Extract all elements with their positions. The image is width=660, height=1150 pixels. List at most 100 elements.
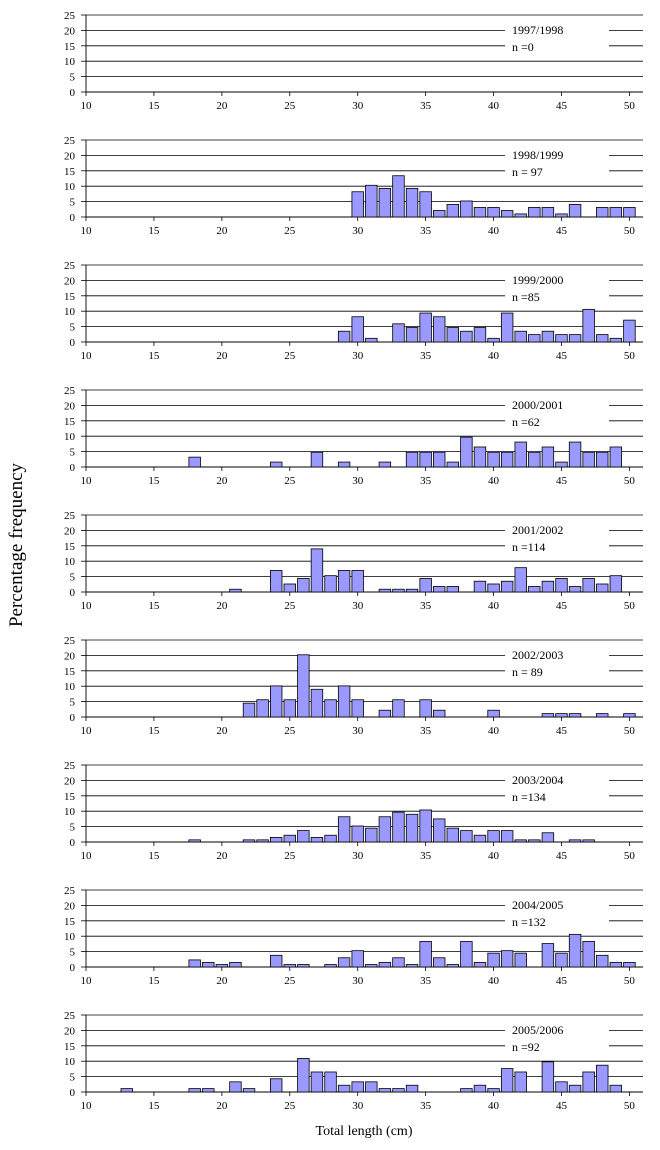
histogram-bar <box>568 441 582 468</box>
y-tick-label: 20 <box>64 900 76 912</box>
histogram-bar <box>215 964 229 968</box>
histogram-bar <box>310 1071 324 1093</box>
y-tick-label: 20 <box>64 150 76 162</box>
histogram-bar <box>500 830 514 843</box>
x-tick-label: 25 <box>284 225 296 237</box>
x-tick-label: 20 <box>216 100 228 112</box>
histogram-bar <box>351 699 364 718</box>
histogram-panel: 0 5 10 15 20 25 10 15 20 25 30 35 40 45 50 2000/2001 n =… <box>64 385 643 487</box>
x-tick-label: 45 <box>556 725 568 737</box>
histogram-bar <box>337 816 351 843</box>
histogram-bar <box>188 456 201 468</box>
histogram-bar <box>242 1088 256 1093</box>
histogram-bar <box>337 570 351 593</box>
histogram-bar <box>337 461 351 468</box>
x-tick-label: 25 <box>284 975 296 987</box>
histogram-bar <box>555 578 568 593</box>
histogram-bar <box>500 580 514 593</box>
histogram-bar <box>433 210 446 218</box>
histogram-bar <box>378 461 392 468</box>
sample-size-label: n =132 <box>512 915 546 929</box>
y-tick-label: 20 <box>64 1025 76 1037</box>
histogram-bar <box>270 570 283 593</box>
histogram-bar <box>514 441 527 468</box>
histogram-bar <box>460 1088 473 1093</box>
histogram-bar <box>310 548 324 593</box>
x-tick-label: 15 <box>148 600 160 612</box>
histogram-bar <box>541 207 555 218</box>
y-tick-label: 15 <box>64 166 76 178</box>
histogram-bar <box>283 699 296 718</box>
histogram-panel: 0 5 10 15 20 25 10 15 20 25 30 35 40 45 50 1998/1999 n =… <box>64 135 643 237</box>
legend-box <box>505 21 609 55</box>
y-tick-label: 25 <box>64 385 76 397</box>
histogram-bar <box>460 941 473 968</box>
x-tick-label: 45 <box>556 475 568 487</box>
histogram-bar <box>365 184 378 218</box>
histogram-bar <box>229 588 242 593</box>
x-tick-label: 45 <box>556 1100 568 1112</box>
x-tick-label: 25 <box>284 725 296 737</box>
sample-size-label: n =0 <box>512 40 534 54</box>
x-tick-label: 25 <box>284 600 296 612</box>
histogram-bar <box>419 699 432 718</box>
x-tick-label: 50 <box>624 725 636 737</box>
legend-box <box>505 271 609 305</box>
y-tick-label: 15 <box>64 291 76 303</box>
panel-title: 1999/2000 <box>512 273 563 287</box>
histogram-panel: 0 5 10 15 20 25 10 15 20 25 30 35 40 45 50 1999/2000 n =… <box>64 260 643 362</box>
histogram-bar <box>446 461 459 468</box>
y-tick-label: 15 <box>64 416 76 428</box>
x-tick-label: 40 <box>488 100 500 112</box>
panel-title: 2003/2004 <box>512 773 563 787</box>
x-tick-label: 40 <box>488 1100 500 1112</box>
histogram-bar <box>310 688 324 718</box>
histogram-bar <box>446 203 459 218</box>
histogram-bar <box>514 1071 527 1093</box>
histogram-bar <box>378 588 392 593</box>
y-tick-label: 10 <box>64 556 76 568</box>
histogram-bar <box>473 1084 487 1093</box>
histogram-bar <box>419 191 432 218</box>
histogram-bar <box>337 957 351 968</box>
histogram-bar <box>487 337 500 343</box>
x-tick-label: 45 <box>556 100 568 112</box>
x-tick-label: 35 <box>420 1100 432 1112</box>
y-tick-label: 20 <box>64 25 76 37</box>
x-tick-label: 35 <box>420 225 432 237</box>
histogram-bar <box>337 330 351 343</box>
histogram-bar <box>405 964 419 968</box>
y-tick-label: 5 <box>70 1072 76 1084</box>
histogram-bar <box>297 1058 310 1093</box>
y-tick-label: 10 <box>64 56 76 68</box>
histogram-bar <box>324 834 337 843</box>
histogram-bar <box>324 1071 337 1093</box>
sample-size-label: n =114 <box>512 540 545 554</box>
histogram-bar <box>392 1088 405 1093</box>
x-tick-label: 50 <box>624 225 636 237</box>
histogram-bar <box>473 207 487 218</box>
histogram-bar <box>256 839 269 843</box>
histogram-bar <box>365 337 378 343</box>
histogram-bar <box>473 961 487 968</box>
histogram-bar <box>500 451 514 468</box>
x-tick-label: 15 <box>148 350 160 362</box>
histogram-bar <box>351 316 364 343</box>
histogram-bar <box>351 1081 364 1093</box>
x-tick-label: 45 <box>556 225 568 237</box>
histogram-bar <box>528 451 541 468</box>
histogram-bar <box>555 334 568 343</box>
x-tick-label: 35 <box>420 725 432 737</box>
x-tick-label: 35 <box>420 350 432 362</box>
x-tick-label: 15 <box>148 100 160 112</box>
histogram-bar <box>487 207 500 218</box>
histogram-bar <box>365 1081 378 1093</box>
histogram-bar <box>473 834 487 843</box>
x-tick-label: 15 <box>148 225 160 237</box>
legend-box <box>505 771 609 805</box>
histogram-bar <box>297 964 310 968</box>
y-tick-label: 5 <box>70 947 76 959</box>
y-tick-label: 5 <box>70 697 76 709</box>
histogram-panel: 0 5 10 15 20 25 10 15 20 25 30 35 40 45 50 2001/2002 n =… <box>64 510 643 612</box>
histogram-bar <box>528 586 541 593</box>
